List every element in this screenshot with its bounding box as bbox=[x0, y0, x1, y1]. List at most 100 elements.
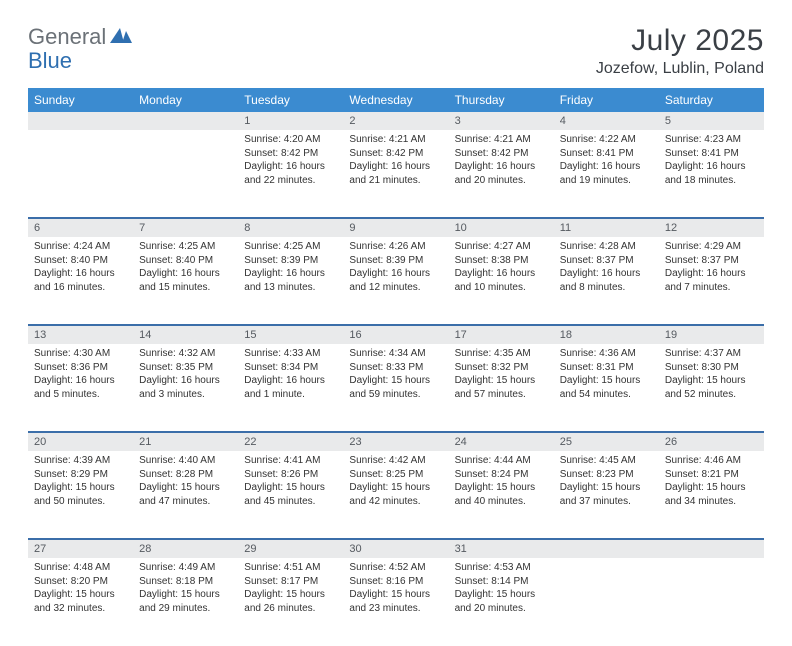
day-content-cell: Sunrise: 4:35 AMSunset: 8:32 PMDaylight:… bbox=[449, 344, 554, 432]
sunset-text: Sunset: 8:30 PM bbox=[665, 361, 758, 375]
location-text: Jozefow, Lublin, Poland bbox=[596, 60, 764, 78]
day-content-cell: Sunrise: 4:52 AMSunset: 8:16 PMDaylight:… bbox=[343, 558, 448, 646]
daylight-text: Daylight: 16 hours and 18 minutes. bbox=[665, 160, 758, 187]
sunset-text: Sunset: 8:25 PM bbox=[349, 468, 442, 482]
weekday-saturday: Saturday bbox=[659, 88, 764, 112]
day-number-cell: 18 bbox=[554, 325, 659, 344]
day-content-cell: Sunrise: 4:33 AMSunset: 8:34 PMDaylight:… bbox=[238, 344, 343, 432]
day-content-row: Sunrise: 4:20 AMSunset: 8:42 PMDaylight:… bbox=[28, 130, 764, 218]
sunset-text: Sunset: 8:32 PM bbox=[455, 361, 548, 375]
daylight-text: Daylight: 15 hours and 20 minutes. bbox=[455, 588, 548, 615]
day-content-cell: Sunrise: 4:24 AMSunset: 8:40 PMDaylight:… bbox=[28, 237, 133, 325]
sunrise-text: Sunrise: 4:42 AM bbox=[349, 454, 442, 468]
weekday-wednesday: Wednesday bbox=[343, 88, 448, 112]
sunset-text: Sunset: 8:16 PM bbox=[349, 575, 442, 589]
day-number-cell: 12 bbox=[659, 218, 764, 237]
day-content-cell: Sunrise: 4:44 AMSunset: 8:24 PMDaylight:… bbox=[449, 451, 554, 539]
day-content-cell: Sunrise: 4:46 AMSunset: 8:21 PMDaylight:… bbox=[659, 451, 764, 539]
sunrise-text: Sunrise: 4:23 AM bbox=[665, 133, 758, 147]
day-content-cell bbox=[554, 558, 659, 646]
sunset-text: Sunset: 8:17 PM bbox=[244, 575, 337, 589]
daylight-text: Daylight: 16 hours and 22 minutes. bbox=[244, 160, 337, 187]
daylight-text: Daylight: 16 hours and 13 minutes. bbox=[244, 267, 337, 294]
day-number-cell: 11 bbox=[554, 218, 659, 237]
sunrise-text: Sunrise: 4:25 AM bbox=[244, 240, 337, 254]
day-number-cell bbox=[133, 112, 238, 130]
logo: General bbox=[28, 24, 134, 50]
daynum-row: 12345 bbox=[28, 112, 764, 130]
title-block: July 2025 Jozefow, Lublin, Poland bbox=[596, 24, 764, 78]
day-number-cell: 23 bbox=[343, 432, 448, 451]
month-title: July 2025 bbox=[596, 24, 764, 58]
sunrise-text: Sunrise: 4:29 AM bbox=[665, 240, 758, 254]
daynum-row: 6789101112 bbox=[28, 218, 764, 237]
weekday-header-row: Sunday Monday Tuesday Wednesday Thursday… bbox=[28, 88, 764, 112]
day-number-cell bbox=[659, 539, 764, 558]
sunrise-text: Sunrise: 4:25 AM bbox=[139, 240, 232, 254]
sunrise-text: Sunrise: 4:41 AM bbox=[244, 454, 337, 468]
sunrise-text: Sunrise: 4:24 AM bbox=[34, 240, 127, 254]
sunrise-text: Sunrise: 4:52 AM bbox=[349, 561, 442, 575]
daynum-row: 20212223242526 bbox=[28, 432, 764, 451]
day-number-cell: 2 bbox=[343, 112, 448, 130]
daylight-text: Daylight: 15 hours and 50 minutes. bbox=[34, 481, 127, 508]
day-number-cell: 19 bbox=[659, 325, 764, 344]
sunrise-text: Sunrise: 4:27 AM bbox=[455, 240, 548, 254]
day-number-cell: 27 bbox=[28, 539, 133, 558]
day-content-cell: Sunrise: 4:29 AMSunset: 8:37 PMDaylight:… bbox=[659, 237, 764, 325]
day-number-cell: 21 bbox=[133, 432, 238, 451]
sunrise-text: Sunrise: 4:40 AM bbox=[139, 454, 232, 468]
daylight-text: Daylight: 15 hours and 23 minutes. bbox=[349, 588, 442, 615]
day-content-cell bbox=[659, 558, 764, 646]
logo-text-blue: Blue bbox=[28, 48, 72, 73]
daylight-text: Daylight: 15 hours and 54 minutes. bbox=[560, 374, 653, 401]
day-number-cell: 3 bbox=[449, 112, 554, 130]
daylight-text: Daylight: 16 hours and 19 minutes. bbox=[560, 160, 653, 187]
daylight-text: Daylight: 16 hours and 8 minutes. bbox=[560, 267, 653, 294]
day-number-cell: 7 bbox=[133, 218, 238, 237]
day-content-cell bbox=[28, 130, 133, 218]
sunset-text: Sunset: 8:26 PM bbox=[244, 468, 337, 482]
sunset-text: Sunset: 8:38 PM bbox=[455, 254, 548, 268]
day-content-row: Sunrise: 4:48 AMSunset: 8:20 PMDaylight:… bbox=[28, 558, 764, 646]
sunrise-text: Sunrise: 4:48 AM bbox=[34, 561, 127, 575]
day-content-cell: Sunrise: 4:26 AMSunset: 8:39 PMDaylight:… bbox=[343, 237, 448, 325]
sunset-text: Sunset: 8:35 PM bbox=[139, 361, 232, 375]
day-content-cell: Sunrise: 4:40 AMSunset: 8:28 PMDaylight:… bbox=[133, 451, 238, 539]
day-content-cell: Sunrise: 4:39 AMSunset: 8:29 PMDaylight:… bbox=[28, 451, 133, 539]
sunset-text: Sunset: 8:36 PM bbox=[34, 361, 127, 375]
day-number-cell: 26 bbox=[659, 432, 764, 451]
sunset-text: Sunset: 8:37 PM bbox=[665, 254, 758, 268]
sunset-text: Sunset: 8:28 PM bbox=[139, 468, 232, 482]
sunset-text: Sunset: 8:39 PM bbox=[349, 254, 442, 268]
daylight-text: Daylight: 15 hours and 47 minutes. bbox=[139, 481, 232, 508]
day-number-cell: 16 bbox=[343, 325, 448, 344]
sunset-text: Sunset: 8:42 PM bbox=[455, 147, 548, 161]
sunset-text: Sunset: 8:40 PM bbox=[34, 254, 127, 268]
day-content-cell: Sunrise: 4:48 AMSunset: 8:20 PMDaylight:… bbox=[28, 558, 133, 646]
day-number-cell: 14 bbox=[133, 325, 238, 344]
weekday-monday: Monday bbox=[133, 88, 238, 112]
daylight-text: Daylight: 15 hours and 26 minutes. bbox=[244, 588, 337, 615]
daylight-text: Daylight: 15 hours and 32 minutes. bbox=[34, 588, 127, 615]
day-number-cell: 17 bbox=[449, 325, 554, 344]
day-number-cell: 30 bbox=[343, 539, 448, 558]
daylight-text: Daylight: 16 hours and 16 minutes. bbox=[34, 267, 127, 294]
day-number-cell: 8 bbox=[238, 218, 343, 237]
day-content-cell: Sunrise: 4:49 AMSunset: 8:18 PMDaylight:… bbox=[133, 558, 238, 646]
day-content-cell: Sunrise: 4:30 AMSunset: 8:36 PMDaylight:… bbox=[28, 344, 133, 432]
daylight-text: Daylight: 16 hours and 5 minutes. bbox=[34, 374, 127, 401]
sunset-text: Sunset: 8:42 PM bbox=[244, 147, 337, 161]
day-number-cell: 25 bbox=[554, 432, 659, 451]
sunset-text: Sunset: 8:14 PM bbox=[455, 575, 548, 589]
day-number-cell bbox=[554, 539, 659, 558]
sunset-text: Sunset: 8:42 PM bbox=[349, 147, 442, 161]
sunrise-text: Sunrise: 4:46 AM bbox=[665, 454, 758, 468]
weekday-friday: Friday bbox=[554, 88, 659, 112]
day-content-cell bbox=[133, 130, 238, 218]
sunrise-text: Sunrise: 4:34 AM bbox=[349, 347, 442, 361]
weekday-thursday: Thursday bbox=[449, 88, 554, 112]
day-content-cell: Sunrise: 4:27 AMSunset: 8:38 PMDaylight:… bbox=[449, 237, 554, 325]
daylight-text: Daylight: 15 hours and 57 minutes. bbox=[455, 374, 548, 401]
sunset-text: Sunset: 8:41 PM bbox=[665, 147, 758, 161]
